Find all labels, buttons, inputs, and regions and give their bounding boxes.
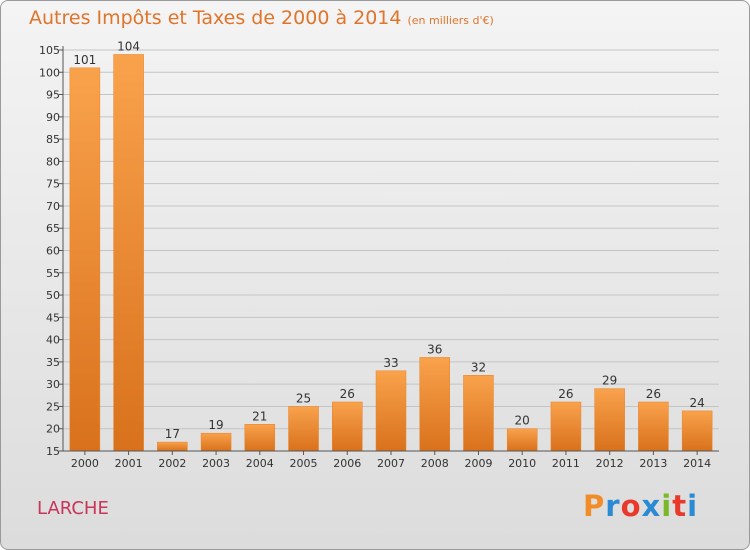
data-label: 25 — [296, 391, 311, 405]
y-tick-label: 65 — [46, 222, 60, 235]
y-tick-label: 35 — [46, 356, 60, 369]
data-label: 24 — [689, 396, 704, 410]
x-tick-label: 2002 — [158, 457, 186, 470]
y-tick-label: 70 — [46, 200, 60, 213]
bar — [332, 401, 363, 452]
data-label: 32 — [471, 360, 486, 374]
y-tick-label: 45 — [46, 311, 60, 324]
data-label: 21 — [252, 409, 267, 423]
bar — [638, 401, 669, 452]
data-label: 36 — [427, 342, 442, 356]
data-label: 20 — [515, 414, 530, 428]
logo-letter: o — [620, 489, 642, 523]
logo-letter: P — [583, 489, 606, 523]
bar — [419, 357, 450, 452]
data-label: 101 — [73, 53, 96, 67]
x-tick-label: 2013 — [639, 457, 667, 470]
bar — [244, 424, 276, 452]
x-tick-label: 2007 — [377, 457, 405, 470]
y-tick-label: 100 — [39, 66, 60, 79]
x-tick-label: 2005 — [290, 457, 318, 470]
y-tick-label: 60 — [46, 245, 60, 258]
x-tick-label: 2011 — [552, 457, 580, 470]
data-label: 104 — [117, 39, 140, 53]
data-label: 26 — [558, 387, 573, 401]
bar — [550, 401, 582, 452]
axes — [62, 46, 719, 452]
data-labels: 101 104 17 19 21 25 26 33 36 32 20 26 29 26 24 — [73, 39, 704, 441]
x-tick-label: 2000 — [71, 457, 99, 470]
bar — [594, 388, 625, 452]
bar — [69, 67, 101, 452]
bar — [506, 428, 538, 452]
y-tick-label: 15 — [46, 445, 60, 458]
y-tick-label: 75 — [46, 178, 60, 191]
x-tick-label: 2012 — [596, 457, 624, 470]
logo-letter: x — [641, 489, 662, 523]
y-tick-label: 55 — [46, 267, 60, 280]
logo-letter: i — [661, 489, 673, 523]
x-tick-label: 2009 — [464, 457, 492, 470]
bar — [375, 370, 407, 452]
data-label: 17 — [165, 427, 180, 441]
bar — [200, 432, 232, 452]
y-axis-ticks: 15 20 25 30 35 40 45 50 55 60 65 70 75 80 85 90 95 100 105 — [39, 44, 63, 458]
x-tick-label: 2010 — [508, 457, 536, 470]
y-tick-label: 80 — [46, 155, 60, 168]
y-tick-label: 30 — [46, 378, 60, 391]
x-axis-ticks: 2000 2001 2002 2003 2004 2005 2006 2007 2008 2009… — [71, 451, 711, 470]
logo-letter: r — [605, 489, 621, 523]
town-name: LARCHE — [37, 498, 109, 519]
chart-title: Autres Impôts et Taxes de 2000 à 2014 (en… — [29, 7, 494, 29]
x-tick-label: 2006 — [333, 457, 361, 470]
y-tick-label: 20 — [46, 423, 60, 436]
y-tick-label: 90 — [46, 111, 60, 124]
data-label: 19 — [208, 418, 223, 432]
bars — [69, 54, 713, 452]
chart-title-text: Autres Impôts et Taxes de 2000 à 2014 — [29, 7, 402, 29]
data-label: 26 — [340, 387, 355, 401]
x-tick-label: 2003 — [202, 457, 230, 470]
x-tick-label: 2004 — [246, 457, 274, 470]
logo-letter: t — [672, 489, 688, 523]
y-tick-label: 105 — [39, 44, 60, 57]
proxiti-logo[interactable]: Proxiti — [583, 489, 698, 523]
data-label: 33 — [383, 356, 398, 370]
y-tick-label: 95 — [46, 89, 60, 102]
x-tick-label: 2014 — [683, 457, 711, 470]
y-tick-label: 40 — [46, 334, 60, 347]
y-tick-label: 25 — [46, 400, 60, 413]
bar — [113, 54, 144, 452]
logo-letter: i — [687, 489, 699, 523]
x-tick-label: 2008 — [421, 457, 449, 470]
x-tick-label: 2001 — [115, 457, 143, 470]
bar — [681, 410, 713, 452]
chart-subtitle: (en milliers d'€) — [407, 14, 494, 27]
y-tick-label: 85 — [46, 133, 60, 146]
data-label: 29 — [602, 374, 617, 388]
bar — [157, 441, 188, 452]
data-label: 26 — [646, 387, 661, 401]
bar — [463, 375, 494, 452]
y-tick-label: 50 — [46, 289, 60, 302]
bar — [288, 406, 319, 452]
